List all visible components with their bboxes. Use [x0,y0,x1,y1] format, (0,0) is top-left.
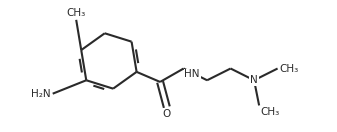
Text: CH₃: CH₃ [261,107,280,117]
Text: HN: HN [184,69,200,79]
Text: CH₃: CH₃ [279,63,299,74]
Text: H₂N: H₂N [31,89,51,99]
Text: CH₃: CH₃ [67,8,86,18]
Text: N: N [250,75,258,85]
Text: O: O [163,109,171,119]
